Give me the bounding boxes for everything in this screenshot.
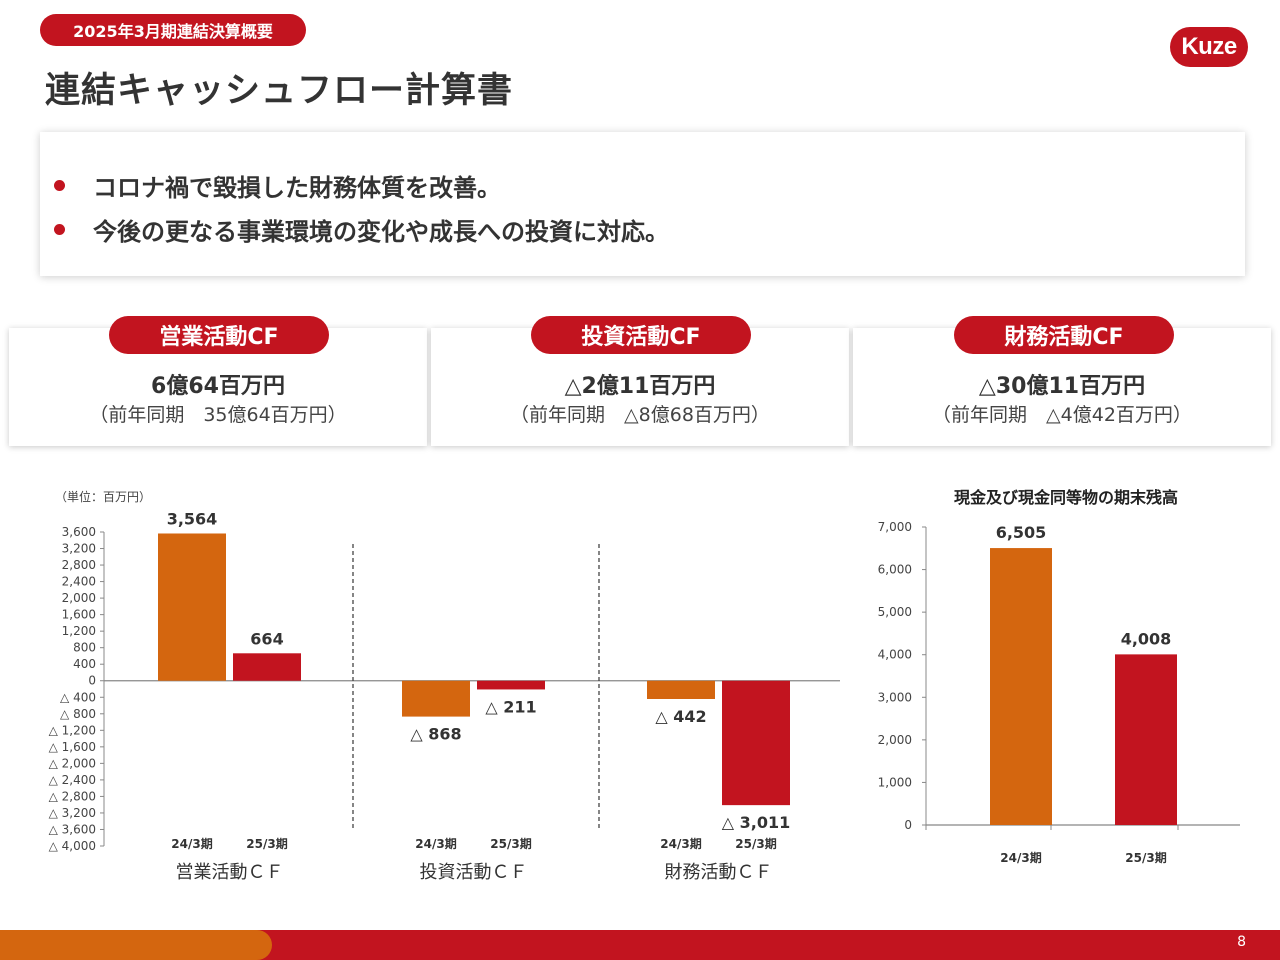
bar (647, 680, 715, 699)
bullet-dot-icon (54, 224, 65, 235)
x-tick-label: 25/3期 (490, 836, 531, 851)
y-tick-label: △ 2,400 (49, 773, 96, 787)
y-tick-label: 1,600 (62, 608, 96, 622)
x-tick-label: 24/3期 (660, 836, 701, 851)
investing-cf-value: △2億11百万円 (564, 374, 716, 399)
cf-bar-chart: （単位：百万円） 3,600 3,200 2,800 2,400 2,000 1,600 1,… (49, 489, 840, 883)
y-tick-label: 0 (904, 818, 912, 832)
x-tick-label: 24/3期 (171, 836, 212, 851)
x-tick-label: 25/3期 (246, 836, 287, 851)
bar (990, 548, 1052, 825)
y-tick-label: 800 (73, 641, 96, 655)
section-tag: 2025年3月期連結決算概要 (40, 14, 306, 46)
investing-cf-badge: 投資活動CF (531, 316, 751, 354)
y-tick-label: △ 1,600 (49, 740, 96, 754)
cash-chart-title: 現金及び現金同等物の期末残高 (954, 488, 1178, 507)
y-tick-label: 2,000 (878, 733, 912, 747)
unit-note: （単位：百万円） (55, 489, 151, 504)
y-tick-label: 2,800 (62, 558, 96, 572)
x-tick-label: 24/3期 (1000, 850, 1041, 865)
data-label: △ 442 (655, 707, 706, 726)
footer-accent (0, 930, 272, 960)
data-label: △ 868 (410, 725, 461, 744)
y-tick-label: 5,000 (878, 605, 912, 619)
bullet-text: 今後の更なる事業環境の変化や成長への投資に対応。 (93, 218, 669, 246)
x-tick-label: 24/3期 (415, 836, 456, 851)
y-tick-label: 1,200 (62, 624, 96, 638)
y-tick-label: 1,000 (878, 775, 912, 789)
bar (402, 680, 470, 717)
bullet-dot-icon (54, 180, 65, 191)
y-tick-label: 7,000 (878, 520, 912, 534)
data-label: 664 (250, 629, 283, 648)
y-tick-label: 6,000 (878, 563, 912, 577)
bar (158, 533, 226, 681)
y-tick-label: 2,400 (62, 575, 96, 589)
y-tick-label: △ 4,000 (49, 839, 96, 853)
y-tick-label: △ 400 (60, 690, 96, 704)
y-tick-label: 2,000 (62, 591, 96, 605)
y-tick-label: 3,200 (62, 542, 96, 556)
summary-box: コロナ禍で毀損した財務体質を改善。 今後の更なる事業環境の変化や成長への投資に対… (40, 132, 1245, 276)
group-label: 投資活動ＣＦ (420, 862, 528, 883)
operating-cf-badge: 営業活動CF (109, 316, 329, 354)
financing-cf-value: △30億11百万円 (978, 374, 1146, 399)
y-tick-label: 4,000 (878, 648, 912, 662)
summary-bullet: コロナ禍で毀損した財務体質を改善。 (54, 168, 501, 203)
bar (1115, 654, 1177, 825)
y-tick-label: △ 3,600 (49, 822, 96, 836)
page-title: 連結キャッシュフロー計算書 (45, 71, 514, 111)
data-label: 3,564 (167, 509, 218, 528)
group-label: 営業活動ＣＦ (176, 862, 284, 883)
y-tick-label: 0 (88, 674, 96, 688)
y-tick-label: 400 (73, 657, 96, 671)
data-label: 6,505 (996, 523, 1047, 542)
y-tick-label: △ 3,200 (49, 806, 96, 820)
bar (722, 680, 790, 806)
operating-cf-value: 6億64百万円 (151, 374, 285, 399)
bar (477, 680, 545, 690)
bar (233, 653, 301, 681)
group-label: 財務活動ＣＦ (665, 862, 773, 883)
y-tick-label: 3,600 (62, 525, 96, 539)
kuze-logo: Kuze (1170, 27, 1248, 67)
data-label: △ 3,011 (722, 813, 790, 832)
x-tick-label: 25/3期 (1125, 850, 1166, 865)
data-label: △ 211 (485, 697, 536, 716)
cash-balance-chart: 現金及び現金同等物の期末残高 0 1,000 2,000 3,000 4,000 5,000… (878, 488, 1240, 865)
page-number: 8 (1237, 934, 1246, 950)
y-tick-label: 3,000 (878, 690, 912, 704)
financing-cf-prev: （前年同期 △4億42百万円） (932, 404, 1192, 426)
y-tick-label: △ 1,200 (49, 723, 96, 737)
y-tick-label: △ 800 (60, 707, 96, 721)
bullet-text: コロナ禍で毀損した財務体質を改善。 (93, 174, 501, 202)
operating-cf-prev: （前年同期 35億64百万円） (89, 404, 347, 426)
summary-bullet: 今後の更なる事業環境の変化や成長への投資に対応。 (54, 212, 669, 247)
x-tick-label: 25/3期 (735, 836, 776, 851)
financing-cf-badge: 財務活動CF (954, 316, 1174, 354)
data-label: 4,008 (1121, 629, 1172, 648)
y-tick-label: △ 2,800 (49, 789, 96, 803)
investing-cf-prev: （前年同期 △8億68百万円） (510, 404, 770, 426)
y-tick-label: △ 2,000 (49, 756, 96, 770)
